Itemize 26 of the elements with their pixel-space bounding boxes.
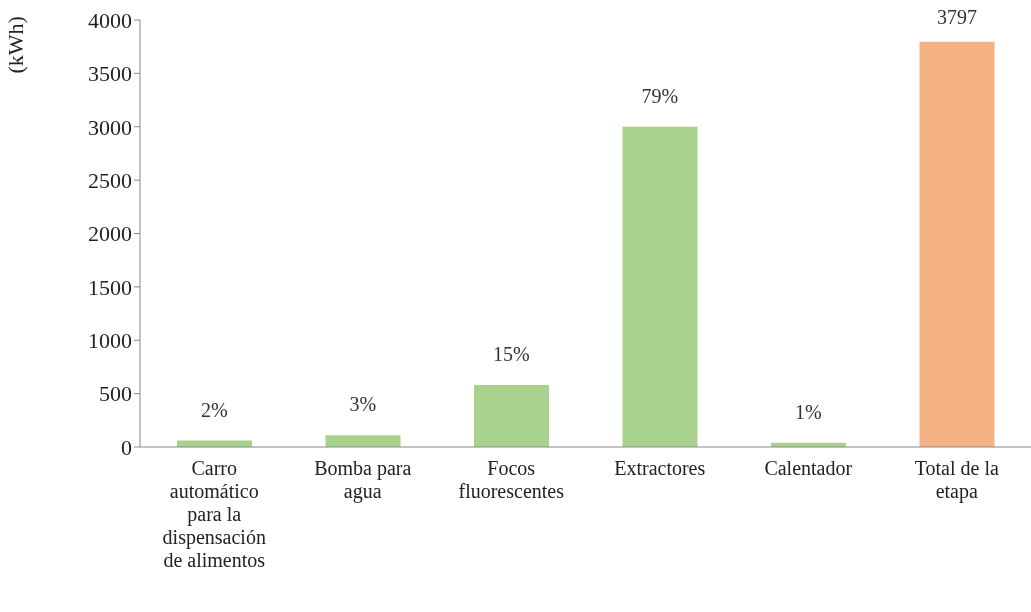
- y-tick-label: 1000: [88, 328, 132, 354]
- y-tick-label: 0: [121, 434, 132, 460]
- y-tick-label: 4000: [88, 7, 132, 33]
- x-tick-label: Extractores: [614, 457, 706, 479]
- annotation: 1%: [794, 400, 822, 423]
- annotation: 15%: [492, 343, 530, 366]
- y-tick-label: 3500: [88, 61, 132, 87]
- data-label: 3797: [937, 5, 977, 28]
- bar: [622, 126, 698, 447]
- y-tick-label: 1500: [88, 274, 132, 300]
- y-tick-label: 2000: [88, 221, 132, 247]
- annotation: 2%: [200, 398, 228, 421]
- y-tick-label: 500: [99, 381, 132, 407]
- bar: [325, 435, 401, 447]
- y-tick-label: 2500: [88, 167, 132, 193]
- x-tick-label: Carro automático para la dispensación de alimentos: [162, 457, 266, 571]
- bar: [919, 41, 995, 447]
- bar: [474, 385, 549, 447]
- x-tick-label: Total de la etapa: [914, 457, 999, 503]
- y-axis-title: (kWh): [2, 16, 28, 74]
- x-tick-label: Calentador: [764, 457, 853, 479]
- x-tick-label: Focos fluorescentes: [458, 457, 565, 502]
- y-tick-label: 3000: [88, 114, 132, 140]
- x-tick-label: Bomba para agua: [314, 457, 412, 503]
- annotation: 79%: [641, 84, 679, 107]
- annotation: 3%: [349, 393, 377, 416]
